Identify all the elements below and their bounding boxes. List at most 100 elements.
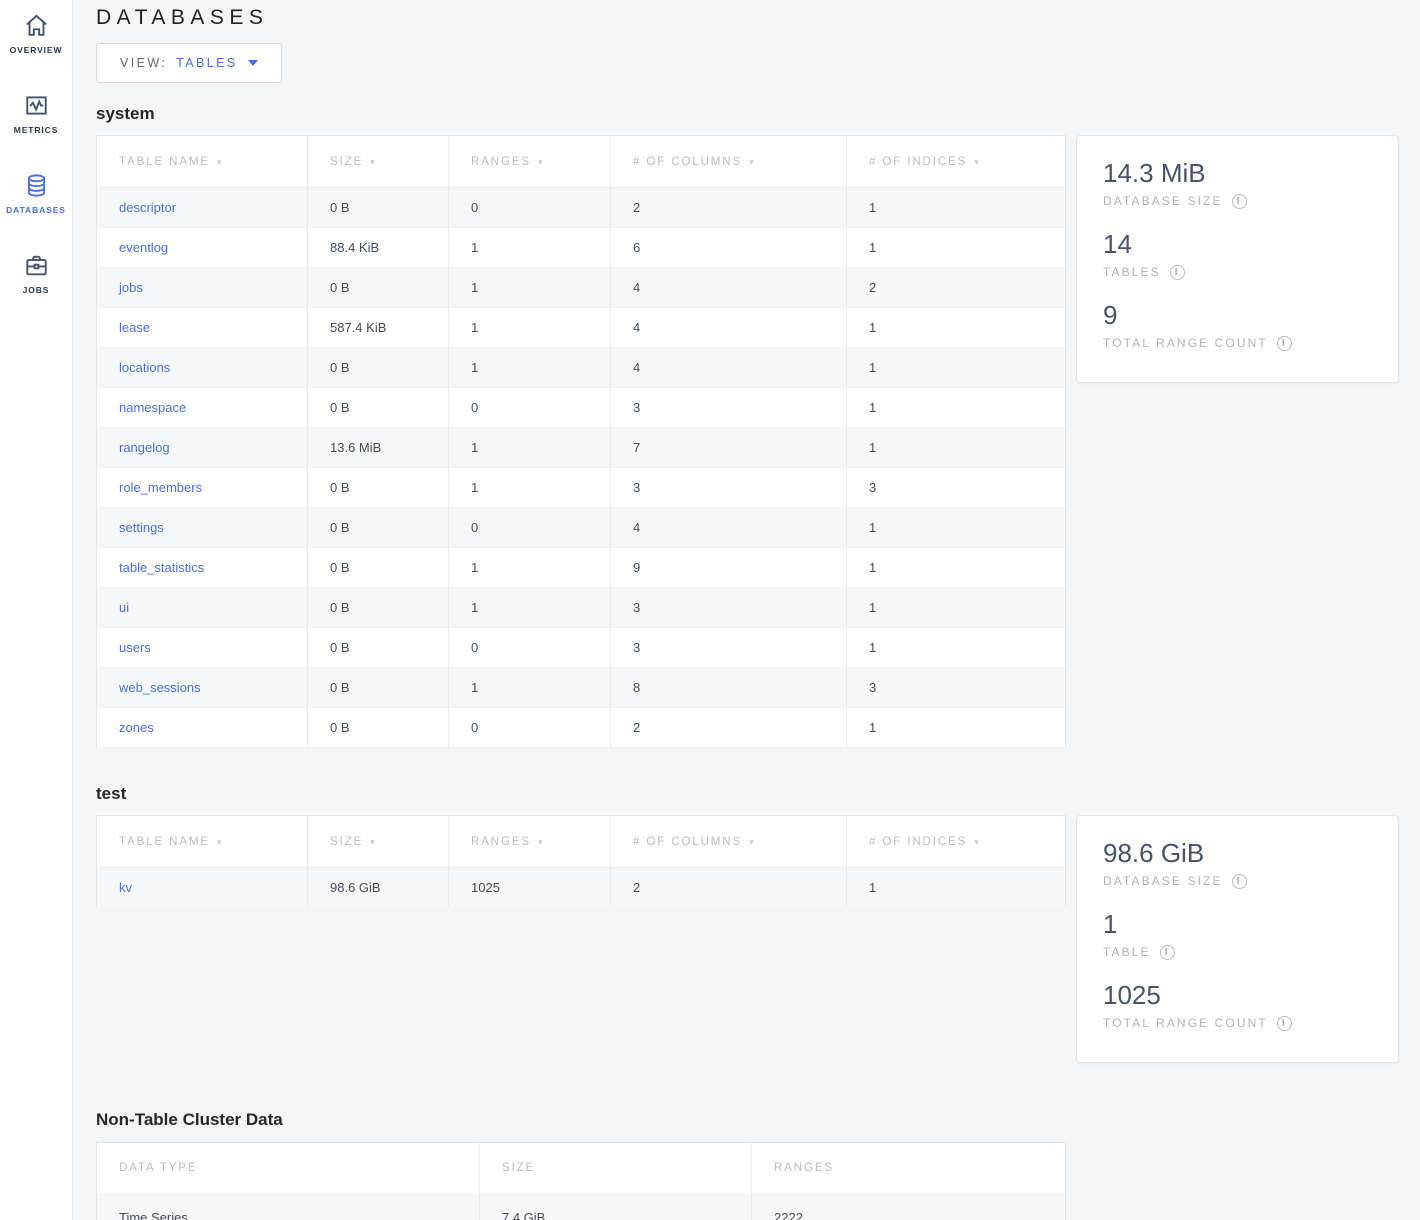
- table-row: descriptor 0 B 0 2 1: [96, 187, 1066, 228]
- table-name-cell: eventlog: [96, 227, 308, 268]
- columns-cell: 3: [610, 387, 847, 428]
- sidebar-item-overview[interactable]: OVERVIEW: [0, 12, 72, 92]
- table-name-cell: locations: [96, 347, 308, 388]
- column-header[interactable]: # OF COLUMNS: [610, 135, 847, 188]
- ranges-cell: 1: [448, 467, 611, 508]
- size-cell: 0 B: [307, 347, 449, 388]
- table-link[interactable]: users: [119, 640, 151, 655]
- info-icon[interactable]: [1231, 193, 1247, 209]
- sidebar-item-label: OVERVIEW: [9, 45, 63, 55]
- column-header[interactable]: RANGES: [448, 135, 611, 188]
- table-link[interactable]: rangelog: [119, 440, 170, 455]
- table-row: ui 0 B 1 3 1: [96, 587, 1066, 628]
- table-row: jobs 0 B 1 4 2: [96, 267, 1066, 308]
- table-row: rangelog 13.6 MiB 1 7 1: [96, 427, 1066, 468]
- sort-arrow-icon: [749, 837, 755, 847]
- sort-arrow-icon: [749, 157, 755, 167]
- columns-cell: 9: [610, 547, 847, 588]
- system-summary-card: 14.3 MiB DATABASE SIZE 14 TABLES 9 TOTAL…: [1076, 135, 1399, 383]
- size-cell: 0 B: [307, 667, 449, 708]
- stat-value: 14: [1103, 228, 1132, 259]
- summary-stat: 1 TABLE: [1103, 908, 1372, 960]
- column-header[interactable]: RANGES: [448, 815, 611, 868]
- columns-cell: 7: [610, 427, 847, 468]
- info-icon[interactable]: [1169, 264, 1185, 280]
- columns-cell: 6: [610, 227, 847, 268]
- stat-label: DATABASE SIZE: [1103, 873, 1372, 889]
- table-name-cell: users: [96, 627, 308, 668]
- table-row: kv 98.6 GiB 1025 2 1: [96, 867, 1066, 908]
- table-link[interactable]: kv: [119, 880, 132, 895]
- column-header[interactable]: TABLE NAME: [96, 815, 308, 868]
- table-link[interactable]: role_members: [119, 480, 203, 495]
- table-name-cell: namespace: [96, 387, 308, 428]
- info-icon[interactable]: [1276, 1015, 1292, 1031]
- table-row: role_members 0 B 1 3 3: [96, 467, 1066, 508]
- sidebar-item-metrics[interactable]: METRICS: [0, 92, 72, 172]
- table-row: users 0 B 0 3 1: [96, 627, 1066, 668]
- indices-cell: 1: [846, 347, 1066, 388]
- data-type-cell: Time Series: [96, 1194, 480, 1220]
- sort-arrow-icon: [370, 157, 376, 167]
- table-link[interactable]: descriptor: [119, 200, 177, 215]
- column-header[interactable]: SIZE: [307, 815, 449, 868]
- metrics-icon: [23, 92, 50, 119]
- test-tables-table: TABLE NAME SIZE RANGES # OF COLUMNS # OF…: [96, 815, 1066, 908]
- summary-stat: 14 TABLES: [1103, 228, 1372, 280]
- stat-value: 1025: [1103, 979, 1161, 1010]
- indices-cell: 1: [846, 627, 1066, 668]
- sort-arrow-icon: [217, 157, 223, 167]
- column-header[interactable]: TABLE NAME: [96, 135, 308, 188]
- sidebar-item-label: DATABASES: [6, 205, 66, 215]
- table-name-cell: settings: [96, 507, 308, 548]
- summary-stat: 98.6 GiB DATABASE SIZE: [1103, 838, 1372, 889]
- databases-icon: [23, 172, 50, 199]
- sort-arrow-icon: [217, 837, 223, 847]
- column-header[interactable]: SIZE: [307, 135, 449, 188]
- table-link[interactable]: settings: [119, 520, 164, 535]
- table-link[interactable]: jobs: [119, 280, 143, 295]
- info-icon[interactable]: [1159, 944, 1175, 960]
- table-header-row: TABLE NAME SIZE RANGES # OF COLUMNS # OF…: [96, 135, 1066, 188]
- table-link[interactable]: ui: [119, 600, 130, 615]
- table-link[interactable]: lease: [119, 320, 151, 335]
- columns-cell: 2: [610, 707, 847, 748]
- view-dropdown[interactable]: VIEW: TABLES: [96, 43, 282, 83]
- sidebar-item-databases[interactable]: DATABASES: [0, 172, 72, 252]
- stat-label: TOTAL RANGE COUNT: [1103, 335, 1372, 351]
- table-row: locations 0 B 1 4 1: [96, 347, 1066, 388]
- stat-value: 1: [1103, 908, 1118, 939]
- ranges-cell: 0: [448, 627, 611, 668]
- column-header[interactable]: # OF INDICES: [846, 815, 1066, 868]
- stat-value: 98.6 GiB: [1103, 838, 1205, 868]
- non-table-heading: Non-Table Cluster Data: [96, 1109, 283, 1129]
- columns-cell: 3: [610, 587, 847, 628]
- table-link[interactable]: namespace: [119, 400, 187, 415]
- ranges-cell: 1: [448, 307, 611, 348]
- table-link[interactable]: locations: [119, 360, 171, 375]
- table-name-cell: rangelog: [96, 427, 308, 468]
- ranges-cell: 1: [448, 547, 611, 588]
- columns-cell: 8: [610, 667, 847, 708]
- table-link[interactable]: eventlog: [119, 240, 169, 255]
- table-link[interactable]: web_sessions: [119, 680, 201, 695]
- sort-arrow-icon: [538, 157, 544, 167]
- ranges-cell: 1: [448, 347, 611, 388]
- stat-label: DATABASE SIZE: [1103, 193, 1372, 209]
- column-header[interactable]: # OF COLUMNS: [610, 815, 847, 868]
- info-icon[interactable]: [1231, 873, 1247, 889]
- ranges-cell: 1: [448, 267, 611, 308]
- sidebar-item-jobs[interactable]: JOBS: [0, 252, 72, 332]
- chevron-down-icon: [247, 60, 258, 66]
- column-header[interactable]: # OF INDICES: [846, 135, 1066, 188]
- table-link[interactable]: table_statistics: [119, 560, 205, 575]
- size-cell: 0 B: [307, 507, 449, 548]
- column-header: DATA TYPE: [96, 1142, 480, 1195]
- stat-value: 9: [1103, 299, 1118, 330]
- table-link[interactable]: zones: [119, 720, 154, 735]
- info-icon[interactable]: [1276, 335, 1292, 351]
- table-row: settings 0 B 0 4 1: [96, 507, 1066, 548]
- ranges-cell: 0: [448, 187, 611, 228]
- size-cell: 0 B: [307, 187, 449, 228]
